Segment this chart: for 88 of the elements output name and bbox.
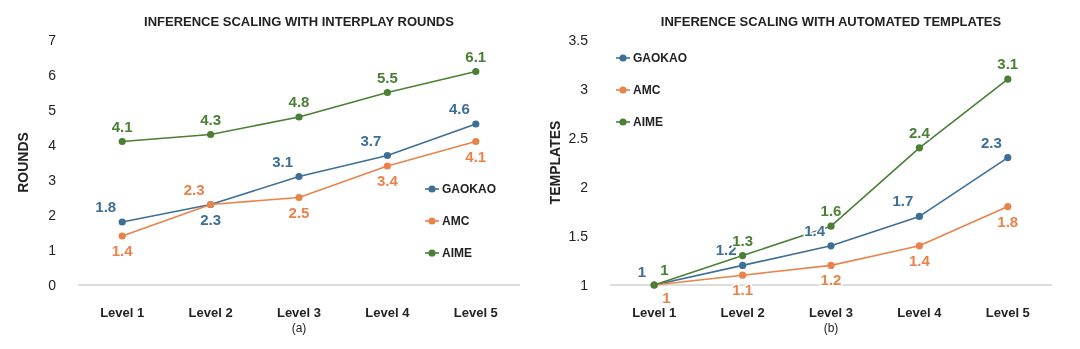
data-label: 2.5 (288, 203, 310, 221)
y-tick-label: 2 (48, 207, 57, 223)
point (472, 120, 480, 128)
data-label: 1 (662, 289, 671, 306)
y-tick-label: 6 (48, 67, 57, 83)
data-label: 4.8 (288, 93, 310, 110)
chart-title: INFERENCE SCALING WITH INTERPLAY ROUNDS (144, 14, 455, 29)
data-label: 1.8 (95, 198, 117, 215)
y-tick-label: 5 (48, 102, 57, 118)
data-label: 3.4 (376, 172, 399, 189)
data-label: 1.4 (908, 251, 931, 269)
y-tick-label: 7 (48, 32, 57, 48)
data-label: 6.1 (465, 47, 487, 65)
data-label: 2.3 (200, 210, 222, 228)
data-label: 1.1 (732, 281, 754, 299)
point (739, 261, 747, 269)
point (472, 137, 480, 146)
data-label: 1 (637, 263, 647, 280)
y-tick-label: 2.5 (568, 130, 589, 146)
data-label: 5.5 (376, 68, 398, 86)
point (915, 242, 923, 250)
point (118, 218, 126, 226)
y-tick-label: 3.5 (568, 32, 589, 48)
x-tick-label: Level 4 (365, 305, 411, 320)
data-label: 3.1 (272, 152, 293, 170)
x-tick-label: Level 1 (632, 305, 677, 320)
point (739, 271, 747, 279)
x-axis-title: (a) (291, 321, 307, 335)
x-axis-title: (b) (823, 321, 839, 335)
x-tick-label: Level 3 (808, 305, 854, 320)
y-tick-label: 3 (48, 172, 57, 188)
point (118, 232, 126, 240)
data-label: 1.7 (892, 192, 914, 210)
point (118, 137, 126, 146)
point (827, 242, 835, 250)
point (915, 144, 923, 152)
x-tick-label: Level 2 (720, 305, 765, 320)
legend-label: GAOKAO (442, 182, 496, 196)
data-label: 4.3 (200, 110, 222, 128)
y-tick-label: 3 (580, 81, 589, 97)
legend-label: AMC (442, 214, 470, 228)
data-label: 2.3 (183, 180, 205, 198)
data-label: 3.7 (360, 131, 382, 149)
y-tick-label: 1 (580, 277, 589, 293)
point (1004, 75, 1012, 83)
data-label: 1 (660, 261, 669, 278)
point (827, 261, 835, 269)
point (383, 162, 391, 170)
data-label: 1.6 (820, 202, 842, 220)
chart-title: INFERENCE SCALING WITH AUTOMATED TEMPLATES (660, 14, 1002, 29)
point (1004, 203, 1012, 211)
x-tick-label: Level 1 (100, 305, 145, 320)
data-label: 3.1 (997, 55, 1019, 73)
point (295, 172, 303, 181)
point (383, 88, 391, 97)
point (827, 222, 835, 230)
legend-label: AIME (442, 246, 472, 260)
x-tick-label: Level 3 (276, 305, 322, 320)
point (739, 252, 747, 260)
x-tick-label: Level 2 (188, 305, 233, 320)
point (295, 113, 303, 121)
data-label: 1.8 (997, 212, 1019, 230)
data-label: 4.1 (465, 147, 487, 165)
y-tick-label: 1.5 (568, 228, 589, 244)
legend-label: AMC (633, 83, 661, 97)
data-label: 4.6 (448, 100, 470, 117)
point (295, 193, 303, 202)
data-label: 1.4 (111, 242, 134, 259)
y-tick-label: 0 (48, 277, 57, 293)
y-tick-label: 4 (48, 137, 57, 153)
point (472, 67, 480, 76)
x-tick-label: Level 4 (897, 305, 943, 320)
data-label: 2.3 (980, 133, 1002, 151)
y-axis-title: ROUNDS (15, 132, 31, 193)
x-tick-label: Level 5 (985, 305, 1030, 320)
data-label: 1.2 (820, 271, 842, 289)
y-tick-label: 1 (48, 242, 57, 258)
x-tick-label: Level 5 (453, 305, 498, 320)
legend-label: GAOKAO (633, 51, 687, 65)
y-tick-label: 2 (580, 179, 589, 195)
data-label: 4.1 (111, 117, 133, 135)
point (207, 130, 215, 139)
point (1004, 154, 1012, 162)
point (383, 151, 391, 160)
legend-label: AIME (633, 115, 663, 129)
y-axis-title: TEMPLATES (547, 120, 563, 205)
data-label: 2.4 (908, 123, 931, 141)
point (915, 212, 923, 220)
